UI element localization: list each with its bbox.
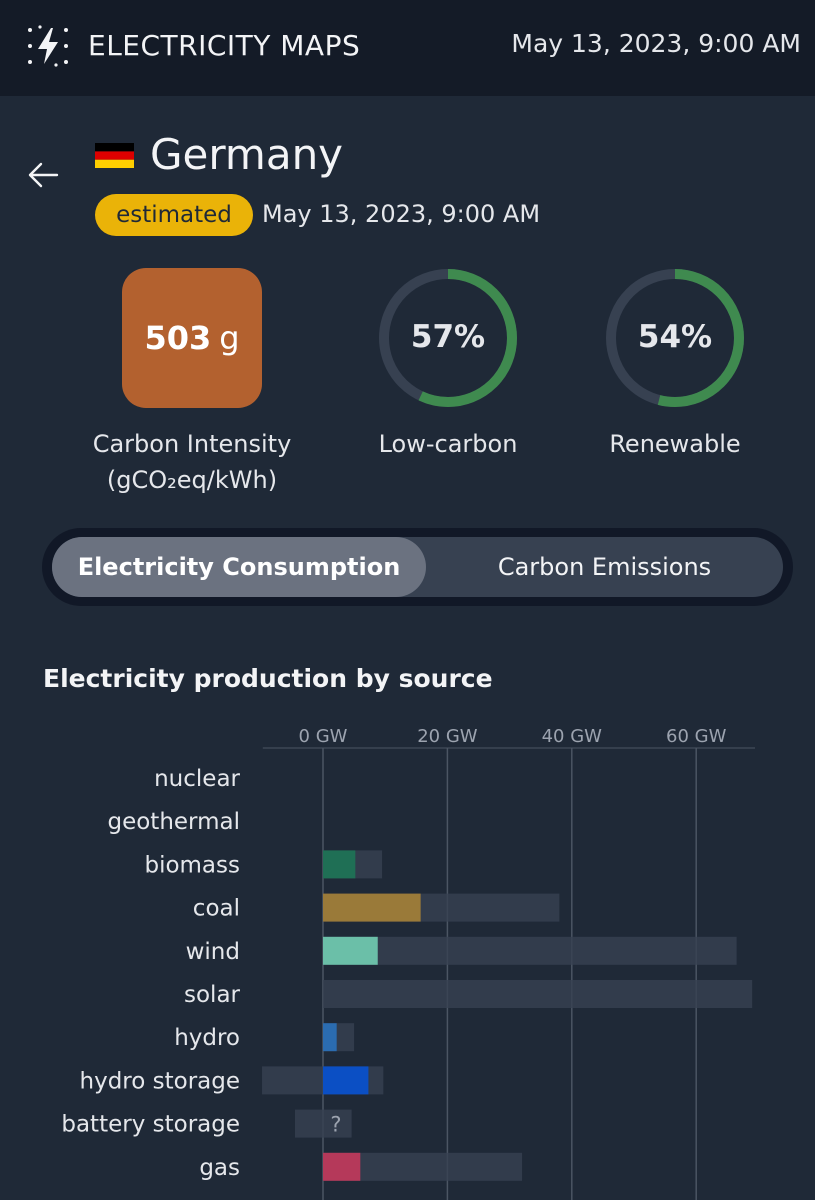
low-carbon-label: Low-carbon (378, 430, 518, 458)
mode-toggle-track: Electricity Consumption Carbon Emissions (52, 537, 783, 597)
carbon-intensity-label-line2: (gCO₂eq/kWh) (106, 466, 278, 494)
category-label: battery storage (61, 1112, 240, 1138)
production-bar (323, 893, 421, 922)
logo-icon (28, 25, 68, 67)
low-carbon-ring-fill (379, 269, 517, 407)
country-name: Germany (150, 130, 344, 179)
germany-flag-icon (95, 143, 134, 168)
estimated-badge[interactable]: estimated (95, 194, 253, 236)
production-bar (323, 936, 378, 965)
tick-label: 40 GW (542, 726, 603, 747)
tick-label: 60 GW (666, 726, 727, 747)
unknown-value-annotation: ? (330, 1113, 341, 1137)
category-label: hydro (174, 1025, 240, 1051)
mode-toggle: Electricity Consumption Carbon Emissions (42, 528, 793, 606)
category-label: gas (199, 1155, 240, 1181)
production-bar (323, 1023, 337, 1052)
chart-title: Electricity production by source (43, 664, 493, 693)
category-label: solar (184, 982, 241, 1008)
category-label: biomass (144, 852, 240, 878)
production-chart: 0 GW 20 GW 40 GW 60 GW nuclear geothermal biom… (61, 726, 755, 1200)
tab-electricity-consumption[interactable]: Electricity Consumption (52, 537, 426, 597)
carbon-intensity-label-line1: Carbon Intensity (92, 430, 292, 458)
category-label: geothermal (107, 809, 240, 835)
production-bar (323, 850, 356, 879)
renewable-value: 54% (637, 319, 713, 355)
top-bar: ELECTRICITY MAPS May 13, 2023, 9:00 AM (0, 0, 815, 96)
brand-title: ELECTRICITY MAPS (88, 29, 361, 62)
zone-datetime: May 13, 2023, 9:00 AM (262, 200, 541, 228)
production-bar (323, 1066, 369, 1095)
header-datetime: May 13, 2023, 9:00 AM (511, 29, 801, 58)
category-label: coal (193, 896, 240, 922)
capacity-bar (295, 1109, 352, 1138)
low-carbon-value: 57% (410, 319, 486, 355)
category-label: hydro storage (80, 1068, 241, 1094)
carbon-intensity-label: Carbon Intensity (gCO₂eq/kWh) (72, 426, 312, 498)
low-carbon-ring[interactable] (377, 267, 519, 409)
renewable-label: Renewable (609, 430, 741, 458)
tick-label: 0 GW (299, 726, 348, 747)
carbon-intensity-value: 503 (144, 319, 212, 357)
back-arrow-icon[interactable] (26, 158, 60, 192)
capacity-bar (323, 936, 737, 965)
tab-carbon-emissions[interactable]: Carbon Emissions (497, 553, 712, 581)
renewable-ring-fill (606, 269, 744, 407)
category-label: wind (186, 939, 240, 965)
carbon-intensity-box[interactable]: 503 g (122, 268, 262, 408)
renewable-ring[interactable] (604, 267, 746, 409)
production-bar (323, 1152, 361, 1181)
capacity-bar (323, 980, 753, 1008)
tick-label: 20 GW (417, 726, 478, 747)
carbon-intensity-unit: g (219, 319, 240, 357)
category-label: nuclear (154, 766, 240, 792)
